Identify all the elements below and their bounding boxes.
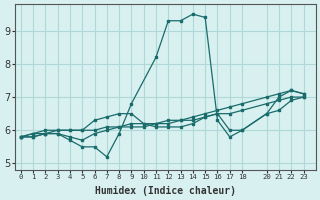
X-axis label: Humidex (Indice chaleur): Humidex (Indice chaleur): [95, 186, 236, 196]
